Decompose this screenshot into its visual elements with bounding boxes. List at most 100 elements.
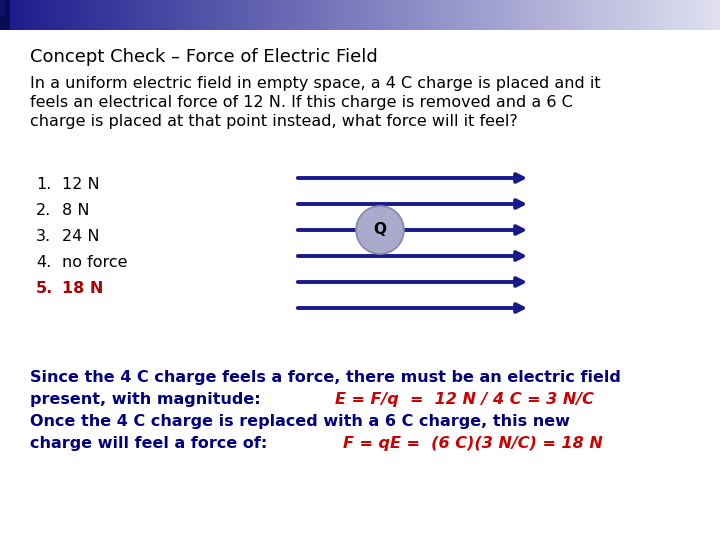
Text: Q: Q xyxy=(374,222,387,238)
Bar xyxy=(564,0,567,30)
Bar xyxy=(274,0,276,30)
Bar xyxy=(451,0,454,30)
Bar xyxy=(202,0,204,30)
Bar xyxy=(423,0,425,30)
Bar xyxy=(194,0,197,30)
Bar xyxy=(235,0,238,30)
Bar xyxy=(444,0,446,30)
Bar xyxy=(605,0,607,30)
Bar xyxy=(641,0,643,30)
Text: 5.: 5. xyxy=(36,281,53,296)
Bar xyxy=(646,0,648,30)
Bar xyxy=(549,0,552,30)
Bar xyxy=(99,0,101,30)
Bar xyxy=(603,0,605,30)
Bar xyxy=(189,0,192,30)
Bar xyxy=(146,0,149,30)
Text: 1.: 1. xyxy=(36,177,51,192)
Bar xyxy=(315,0,317,30)
Bar xyxy=(703,0,706,30)
Bar xyxy=(533,0,535,30)
Bar xyxy=(456,0,459,30)
Bar xyxy=(338,0,341,30)
Bar xyxy=(626,0,629,30)
Bar xyxy=(254,0,257,30)
Bar xyxy=(19,0,22,30)
Bar xyxy=(470,0,473,30)
Bar xyxy=(293,0,295,30)
Bar xyxy=(459,0,461,30)
Bar xyxy=(7,0,9,30)
Bar xyxy=(329,0,331,30)
Bar xyxy=(698,0,701,30)
Bar xyxy=(17,0,19,30)
Bar xyxy=(336,0,338,30)
Bar xyxy=(396,0,398,30)
Bar xyxy=(96,0,99,30)
Bar xyxy=(679,0,682,30)
Bar xyxy=(156,0,158,30)
Bar xyxy=(466,0,468,30)
Circle shape xyxy=(356,206,404,254)
Bar xyxy=(636,0,639,30)
Bar xyxy=(516,0,518,30)
Bar xyxy=(686,0,689,30)
Bar xyxy=(461,0,463,30)
Text: feels an electrical force of 12 N. If this charge is removed and a 6 C: feels an electrical force of 12 N. If th… xyxy=(30,95,572,110)
Bar xyxy=(281,0,283,30)
Text: 18 N: 18 N xyxy=(62,281,104,296)
Bar xyxy=(624,0,626,30)
Bar xyxy=(67,0,70,30)
Bar xyxy=(70,0,72,30)
Bar xyxy=(574,0,576,30)
Bar xyxy=(283,0,286,30)
Bar xyxy=(322,0,324,30)
Bar xyxy=(410,0,413,30)
Bar xyxy=(718,0,720,30)
Bar xyxy=(567,0,569,30)
Bar xyxy=(271,0,274,30)
Bar xyxy=(2,0,5,30)
Bar xyxy=(324,0,326,30)
Bar xyxy=(509,0,511,30)
Bar xyxy=(142,0,144,30)
Bar xyxy=(240,0,243,30)
Bar xyxy=(535,0,538,30)
Bar xyxy=(173,0,175,30)
Bar xyxy=(12,0,14,30)
Bar xyxy=(351,0,353,30)
Bar xyxy=(427,0,430,30)
Text: 24 N: 24 N xyxy=(62,229,99,244)
Bar xyxy=(585,0,588,30)
Bar xyxy=(588,0,590,30)
Bar xyxy=(355,0,358,30)
Bar xyxy=(547,0,549,30)
Bar xyxy=(132,0,135,30)
Bar xyxy=(125,0,127,30)
Bar xyxy=(403,0,405,30)
Bar xyxy=(243,0,245,30)
Bar xyxy=(711,0,713,30)
Bar xyxy=(108,0,110,30)
Bar xyxy=(225,0,228,30)
Bar xyxy=(211,0,214,30)
Bar xyxy=(660,0,662,30)
Bar xyxy=(449,0,451,30)
Bar xyxy=(101,0,103,30)
Text: 2.: 2. xyxy=(36,203,51,218)
Text: E = F/q  =  12 N / 4 C = 3 N/C: E = F/q = 12 N / 4 C = 3 N/C xyxy=(335,392,594,407)
Bar xyxy=(31,0,34,30)
Bar xyxy=(22,0,24,30)
Bar xyxy=(526,0,528,30)
Bar xyxy=(79,0,81,30)
Bar xyxy=(297,0,300,30)
Bar xyxy=(72,0,74,30)
Bar xyxy=(667,0,670,30)
Bar xyxy=(288,0,290,30)
Bar xyxy=(495,0,497,30)
Bar xyxy=(29,0,31,30)
Bar xyxy=(595,0,598,30)
Bar xyxy=(576,0,578,30)
Bar xyxy=(639,0,641,30)
Bar xyxy=(463,0,466,30)
